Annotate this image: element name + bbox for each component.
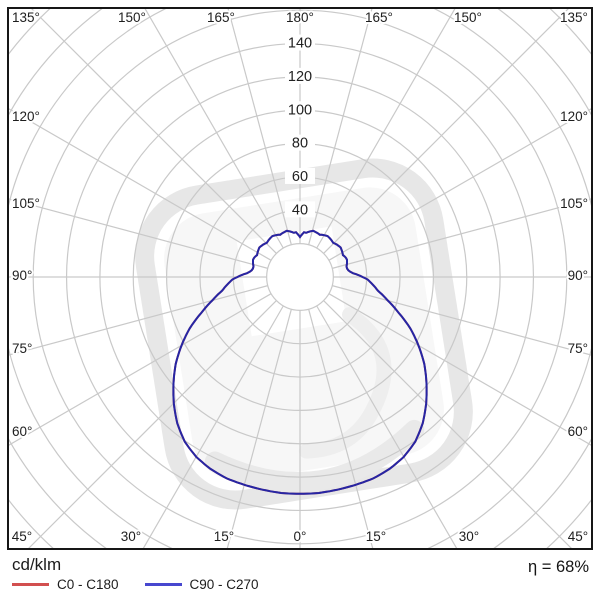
angle-label: 105° <box>12 196 40 211</box>
angle-label: 60° <box>568 424 588 439</box>
angle-label: 120° <box>560 109 588 124</box>
efficiency-value: η = 68% <box>527 558 589 576</box>
grid-radial-line <box>28 300 277 548</box>
angle-label: 75° <box>12 341 32 356</box>
angle-label: 165° <box>207 10 235 25</box>
legend-item-c0-c180: C0 - C180 <box>12 577 119 592</box>
radial-tick-label: 120 <box>288 69 312 85</box>
angle-label: 150° <box>454 10 482 25</box>
angle-label: 45° <box>568 529 588 544</box>
grid-radial-line <box>144 9 284 249</box>
angle-label: 90° <box>568 268 588 283</box>
angle-label: 75° <box>568 341 588 356</box>
angle-label: 135° <box>560 10 588 25</box>
grid-radial-line <box>9 285 268 356</box>
c90-c270-line-swatch <box>144 583 182 586</box>
intensity-curves <box>172 229 428 495</box>
unit-label: cd/klm <box>12 555 62 574</box>
angle-label: 60° <box>12 424 32 439</box>
c0-c180-line-swatch <box>12 583 49 586</box>
grid-radial-line <box>323 9 569 254</box>
legend-item-c90-c270: C90 - C270 <box>144 577 259 592</box>
angle-label: 45° <box>12 529 32 544</box>
grid-radial-line <box>316 305 458 548</box>
grid-radial-line <box>31 9 277 254</box>
grid-radial-line <box>9 293 272 446</box>
angle-label: 15° <box>366 529 386 544</box>
legend: C0 - C180 C90 - C270 <box>12 577 285 592</box>
radial-tick-label: 100 <box>288 102 312 118</box>
grid-radial-line <box>308 9 373 245</box>
radial-tick-label: 80 <box>292 136 308 152</box>
angle-labels: 135° 150° 165° 180° 165° 150° 135° 120° 105° 90° 7… <box>10 8 590 546</box>
curve-c90-c270 <box>172 229 428 495</box>
angle-label: 150° <box>118 10 146 25</box>
angle-label: 165° <box>365 10 393 25</box>
angle-label: 105° <box>560 196 588 211</box>
radial-tick-label: 40 <box>292 202 308 218</box>
angle-label: 90° <box>12 268 32 283</box>
grid-radial-line <box>332 198 591 269</box>
brand-watermark <box>135 158 473 510</box>
grid-radial-line <box>316 9 456 249</box>
legend-label-c0-c180: C0 - C180 <box>57 577 119 592</box>
grid-radial-line <box>308 309 374 548</box>
radial-tick-label: 60 <box>292 169 308 185</box>
plot-frame <box>7 7 593 550</box>
grid-radial-line <box>226 309 292 548</box>
grid-radial-line <box>227 9 292 245</box>
radial-tick-labels: 40 60 80 100 120 140 <box>285 34 315 218</box>
grid-radial-line <box>9 108 272 261</box>
radial-tick-label: 140 <box>288 36 312 52</box>
grid-radial-line <box>328 108 591 261</box>
legend-label-c90-c270: C90 - C270 <box>189 577 259 592</box>
angle-label: 15° <box>214 529 234 544</box>
grid-radial-line <box>332 285 591 356</box>
angle-label: 180° <box>286 10 314 25</box>
angle-label: 30° <box>459 529 479 544</box>
grid-radial-line <box>328 293 591 446</box>
angle-label: 120° <box>12 109 40 124</box>
angle-label: 135° <box>12 10 40 25</box>
grid-radial-line <box>142 305 284 548</box>
angle-label: 30° <box>121 529 141 544</box>
grid-radial-line <box>9 198 268 269</box>
grid-radial-line <box>323 300 572 548</box>
angle-label: 0° <box>294 529 307 544</box>
